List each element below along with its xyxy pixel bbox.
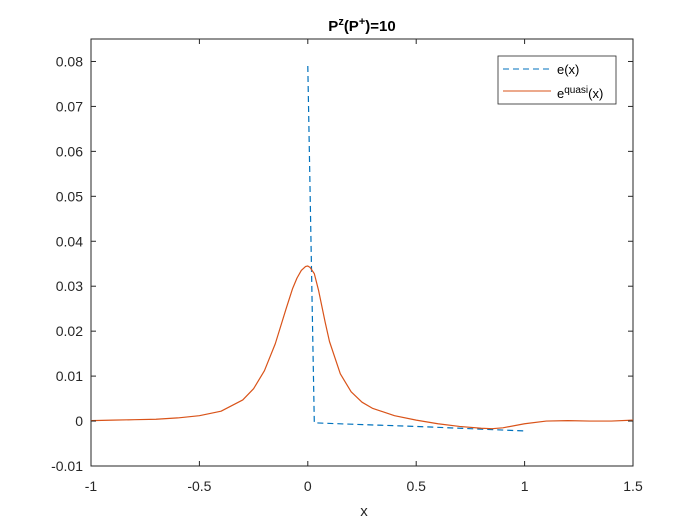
y-tick-label: 0.08	[56, 53, 83, 69]
y-tick-label: 0.07	[56, 98, 83, 114]
legend-box	[497, 55, 617, 105]
legend: e(x) equasi(x)	[497, 55, 617, 105]
y-tick-label: 0.04	[56, 233, 83, 249]
x-axis-label: x	[360, 503, 368, 520]
title-base: P	[328, 18, 338, 35]
x-tick-label: 1	[521, 478, 529, 494]
x-tick-label: 0	[304, 478, 312, 494]
legend-equasi-end: (x)	[588, 86, 603, 101]
title-mid: (P	[344, 18, 359, 35]
title-end: )=10	[365, 18, 395, 35]
title-sup-2: +	[359, 16, 365, 28]
y-tick-label: 0.05	[56, 188, 83, 204]
tick-layer: -1 -0.5 0 0.5 1 1.5 -0.01 0 0.01 0.02 0.03 0.04 0.05…	[51, 39, 643, 494]
y-tick-label: 0.01	[56, 368, 83, 384]
y-tick-label: -0.01	[51, 458, 83, 474]
title-sup-1: z	[338, 16, 344, 28]
legend-label-equasi: equasi(x)	[557, 85, 603, 102]
y-tick-label: 0.03	[56, 278, 83, 294]
series-layer	[90, 65, 634, 432]
legend-label-e: e(x)	[557, 62, 579, 77]
x-tick-label: -0.5	[187, 478, 211, 494]
legend-equasi-base: e	[557, 86, 564, 101]
series-line-equasi	[90, 265, 634, 430]
plot-area	[90, 38, 634, 467]
x-tick-label: -1	[85, 478, 98, 494]
y-tick-label: 0.06	[56, 143, 83, 159]
legend-equasi-sup: quasi	[564, 85, 588, 96]
series-line-e	[307, 65, 525, 432]
x-tick-label: 1.5	[623, 478, 643, 494]
y-tick-label: 0	[75, 413, 83, 429]
chart-title: Pz(P+)=10	[328, 16, 395, 35]
y-tick-label: 0.02	[56, 323, 83, 339]
x-tick-label: 0.5	[406, 478, 426, 494]
